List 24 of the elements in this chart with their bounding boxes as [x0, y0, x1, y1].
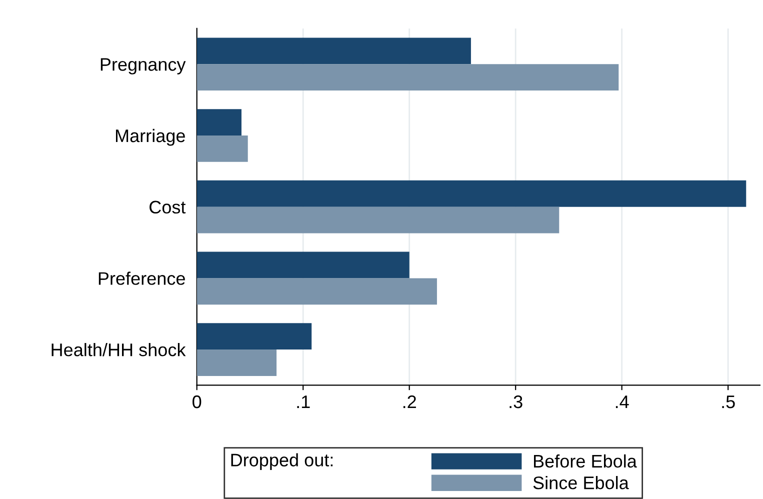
x-tick-label: .2: [403, 395, 416, 408]
legend-label: Since Ebola: [533, 476, 629, 490]
bar: [196, 252, 410, 278]
bar: [196, 278, 437, 305]
y-tick-label: Marriage: [116, 128, 185, 146]
x-tick-label: .5: [722, 396, 735, 408]
x-tick-label: .1: [297, 396, 310, 408]
legend-label: Before Ebola: [534, 454, 637, 468]
bar: [196, 323, 312, 350]
bar: [196, 135, 248, 162]
y-tick-label: Cost: [150, 200, 186, 214]
x-tick-label: .4: [616, 396, 629, 408]
bar: [196, 350, 277, 376]
x-tick-label: 0: [192, 395, 202, 408]
bar: [196, 38, 471, 64]
bar: [196, 64, 619, 91]
y-tick-label: Preference: [98, 272, 185, 285]
bar: [196, 180, 746, 207]
y-tick-label: Health/HH shock: [52, 343, 186, 356]
bar: [196, 109, 242, 136]
legend-title: Dropped out:: [231, 453, 333, 470]
bar: [196, 206, 560, 234]
y-tick-label: Pregnancy: [100, 58, 186, 74]
x-tick-label: .3: [510, 395, 522, 408]
